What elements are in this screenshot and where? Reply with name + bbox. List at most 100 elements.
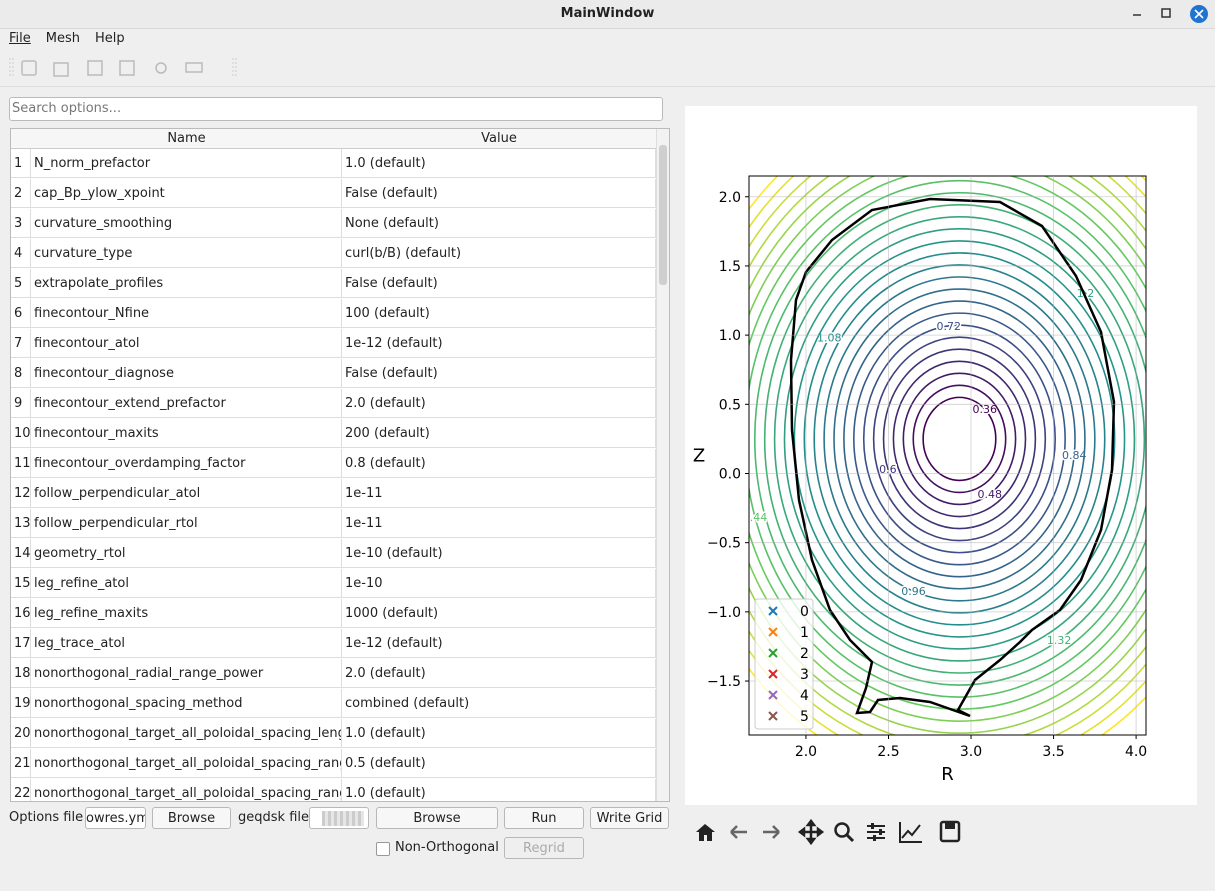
option-name[interactable]: cap_Bp_ylow_xpoint (31, 179, 342, 208)
option-name[interactable]: follow_perpendicular_rtol (31, 509, 342, 538)
row-number[interactable]: 12 (11, 479, 31, 508)
row-number[interactable]: 10 (11, 419, 31, 448)
option-value[interactable]: 200 (default) (342, 419, 656, 448)
option-value[interactable]: False (default) (342, 179, 656, 208)
search-box[interactable]: Search options... (9, 97, 663, 121)
row-number[interactable]: 13 (11, 509, 31, 538)
option-name[interactable]: nonorthogonal_target_all_poloidal_spacin… (31, 749, 342, 778)
button[interactable]: Run (504, 807, 584, 829)
option-value[interactable]: combined (default) (342, 689, 656, 718)
option-value[interactable]: 1e-11 (342, 479, 656, 508)
row-number[interactable]: 7 (11, 329, 31, 358)
option-name[interactable]: finecontour_extend_prefactor (31, 389, 342, 418)
row-number[interactable]: 21 (11, 749, 31, 778)
option-value[interactable]: 1.0 (default) (342, 149, 656, 178)
scrollbar[interactable] (656, 129, 669, 801)
option-name[interactable]: nonorthogonal_spacing_method (31, 689, 342, 718)
row-number[interactable]: 9 (11, 389, 31, 418)
row-number[interactable]: 2 (11, 179, 31, 208)
row-number[interactable]: 19 (11, 689, 31, 718)
option-name[interactable]: leg_refine_atol (31, 569, 342, 598)
option-name[interactable]: geometry_rtol (31, 539, 342, 568)
option-name[interactable]: nonorthogonal_target_all_poloidal_spacin… (31, 719, 342, 748)
contour-line (783, 228, 1136, 650)
row-number[interactable]: 20 (11, 719, 31, 748)
option-value[interactable]: 1e-10 (342, 569, 656, 598)
checkbox[interactable] (376, 842, 390, 856)
window-buttons[interactable] (1125, 0, 1215, 28)
nav-toolbar[interactable] (696, 818, 961, 846)
text-input[interactable] (309, 807, 369, 829)
option-value[interactable]: 1.0 (default) (342, 779, 656, 801)
row-number[interactable]: 3 (11, 209, 31, 238)
option-value[interactable]: 1e-10 (default) (342, 539, 656, 568)
option-name[interactable]: curvature_smoothing (31, 209, 342, 238)
option-name[interactable]: finecontour_diagnose (31, 359, 342, 388)
contour-line (754, 192, 1146, 686)
row-number[interactable]: 22 (11, 779, 31, 801)
button[interactable]: Browse (152, 807, 231, 829)
contour-line (749, 179, 1146, 698)
contour-label: 1.44 (743, 511, 768, 524)
menu-item[interactable]: File (9, 31, 31, 46)
row-number[interactable]: 14 (11, 539, 31, 568)
option-value[interactable]: 1e-11 (342, 509, 656, 538)
row-number[interactable]: 11 (11, 449, 31, 478)
row-number[interactable]: 18 (11, 659, 31, 688)
text-input[interactable]: owres.yml (85, 807, 146, 829)
row-number[interactable]: 8 (11, 359, 31, 388)
row-number[interactable]: 6 (11, 299, 31, 328)
menu-item[interactable]: Help (95, 31, 125, 46)
option-name[interactable]: extrapolate_profiles (31, 269, 342, 298)
option-value[interactable]: 2.0 (default) (342, 389, 656, 418)
option-name[interactable]: curvature_type (31, 239, 342, 268)
contour-line (793, 240, 1126, 638)
column-header[interactable]: Value (342, 129, 657, 149)
option-value[interactable]: 100 (default) (342, 299, 656, 328)
option-name[interactable]: N_norm_prefactor (31, 149, 342, 178)
option-value[interactable]: False (default) (342, 359, 656, 388)
option-value[interactable]: None (default) (342, 209, 656, 238)
option-value[interactable]: 1000 (default) (342, 599, 656, 628)
title-bar: MainWindow (0, 0, 1215, 29)
option-value[interactable]: 1e-12 (default) (342, 329, 656, 358)
option-name[interactable]: leg_refine_maxits (31, 599, 342, 628)
y-tick-label: 1.5 (719, 259, 741, 275)
option-name[interactable]: leg_trace_atol (31, 629, 342, 658)
row-number[interactable]: 4 (11, 239, 31, 268)
option-name[interactable]: finecontour_Nfine (31, 299, 342, 328)
contour-label: 0.48 (978, 488, 1003, 501)
option-value[interactable]: 1.0 (default) (342, 719, 656, 748)
option-value[interactable]: 0.8 (default) (342, 449, 656, 478)
separatrix (789, 197, 1116, 718)
option-name[interactable]: finecontour_atol (31, 329, 342, 358)
legend-marker (768, 648, 778, 658)
toolbar-icons[interactable] (0, 50, 260, 86)
option-name[interactable]: follow_perpendicular_atol (31, 479, 342, 508)
option-value[interactable]: False (default) (342, 269, 656, 298)
button: Regrid (504, 837, 584, 859)
button[interactable]: Browse (376, 807, 498, 829)
checkbox-label[interactable]: Non-Orthogonal (395, 840, 499, 855)
option-value[interactable]: 2.0 (default) (342, 659, 656, 688)
option-value[interactable]: 0.5 (default) (342, 749, 656, 778)
option-value[interactable]: curl(b/B) (default) (342, 239, 656, 268)
row-number[interactable]: 5 (11, 269, 31, 298)
option-name[interactable]: finecontour_overdamping_factor (31, 449, 342, 478)
row-number[interactable]: 16 (11, 599, 31, 628)
row-number[interactable]: 1 (11, 149, 31, 178)
option-name[interactable]: finecontour_maxits (31, 419, 342, 448)
option-name[interactable]: nonorthogonal_target_all_poloidal_spacin… (31, 779, 342, 801)
option-value[interactable]: 1e-12 (default) (342, 629, 656, 658)
row-number[interactable]: 17 (11, 629, 31, 658)
option-name[interactable]: nonorthogonal_radial_range_power (31, 659, 342, 688)
button[interactable]: Write Grid (590, 807, 669, 829)
row-number[interactable]: 15 (11, 569, 31, 598)
contour-label: 1.56 (929, 152, 954, 165)
contour-line (853, 312, 1066, 566)
column-header[interactable]: Name (31, 129, 343, 149)
menu-item[interactable]: Mesh (45, 31, 80, 46)
menu-bar: File Mesh Help (0, 29, 1215, 49)
